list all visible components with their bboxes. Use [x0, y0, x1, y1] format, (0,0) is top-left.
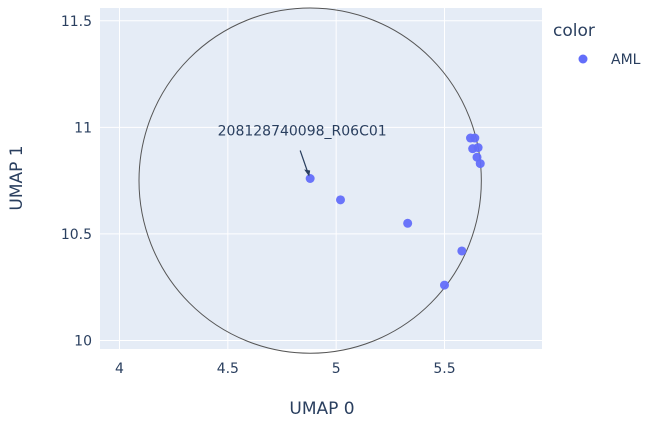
y-axis-title: UMAP 1	[7, 145, 27, 210]
data-point	[470, 133, 480, 143]
annotations: 208128740098_R06C01	[218, 124, 387, 177]
data-point	[475, 159, 485, 169]
y-axis-ticks: 10 10.5 11 11.5	[61, 14, 92, 350]
data-points	[305, 133, 485, 290]
plot-background	[100, 8, 542, 349]
legend-marker-aml	[578, 54, 588, 64]
y-tick-label: 11.5	[61, 14, 92, 30]
data-point	[403, 218, 413, 228]
legend-label-aml: AML	[611, 52, 641, 68]
x-axis-ticks: 4 4.5 5 5.5	[115, 361, 456, 377]
data-point	[440, 280, 449, 290]
annotation-arrow	[299, 150, 309, 174]
x-tick-label: 5	[332, 361, 341, 377]
x-tick-label: 4.5	[217, 361, 239, 377]
data-point	[457, 246, 467, 256]
legend-title: color	[553, 21, 595, 41]
annotation-label: 208128740098_R06C01	[218, 124, 387, 140]
x-tick-label: 4	[115, 361, 124, 377]
data-point	[336, 195, 345, 205]
x-tick-label: 5.5	[433, 361, 455, 377]
data-point	[305, 174, 315, 183]
y-tick-label: 10	[74, 333, 92, 349]
legend: color AML	[553, 21, 641, 68]
annotation-arrowhead	[304, 169, 311, 177]
y-tick-label: 10.5	[61, 227, 92, 243]
grid-lines	[100, 8, 542, 349]
y-tick-label: 11	[74, 120, 92, 136]
highlight-circle	[138, 7, 482, 354]
data-point	[473, 143, 483, 153]
x-axis-title: UMAP 0	[289, 399, 354, 419]
